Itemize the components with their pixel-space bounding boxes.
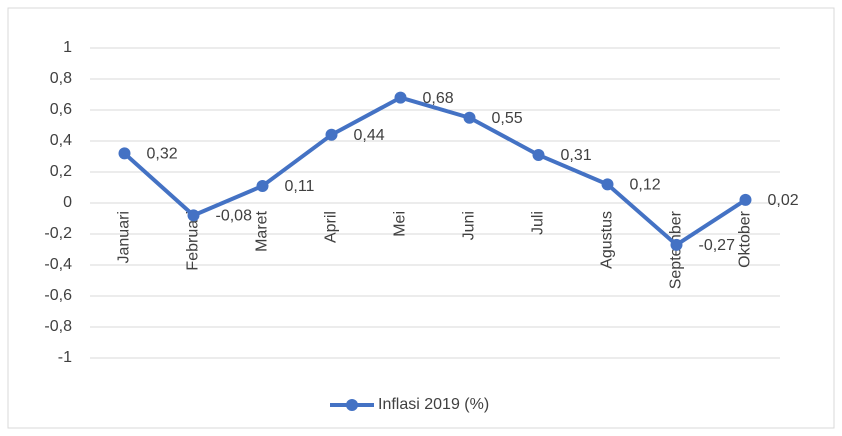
y-tick-label: -1: [58, 349, 72, 366]
x-tick-label: April: [323, 211, 340, 243]
data-point: [463, 111, 476, 124]
y-tick-label: -0,4: [44, 256, 72, 273]
data-label: 0,31: [561, 147, 592, 164]
x-tick-label: Maret: [254, 210, 271, 251]
data-point: [532, 148, 545, 161]
data-label: 0,12: [630, 177, 661, 194]
data-label: 0,68: [423, 90, 454, 107]
x-tick-label: Oktober: [737, 210, 754, 268]
y-tick-label: -0,6: [44, 287, 72, 304]
data-label: 0,55: [492, 110, 523, 127]
data-label: 0,32: [147, 146, 178, 163]
data-point: [118, 147, 131, 160]
data-label: 0,11: [285, 178, 315, 195]
y-tick-label: 0,6: [50, 101, 72, 118]
y-tick-label: -0,2: [44, 225, 72, 242]
data-label: 0,44: [354, 127, 385, 144]
x-tick-label: Juni: [461, 211, 478, 240]
data-point: [670, 238, 683, 251]
x-tick-label: Juli: [530, 211, 547, 235]
data-point: [739, 193, 752, 206]
y-tick-label: 0,2: [50, 163, 72, 180]
data-point: [394, 91, 407, 104]
y-tick-label: 1: [63, 39, 72, 56]
x-tick-label: Agustus: [599, 211, 616, 269]
x-tick-label: Januari: [116, 211, 133, 263]
y-tick-label: -0,8: [44, 318, 72, 335]
x-tick-label: Mei: [392, 211, 409, 237]
data-point: [601, 178, 614, 191]
legend-label: Inflasi 2019 (%): [378, 396, 489, 413]
data-point: [187, 209, 200, 222]
data-label: -0,08: [216, 208, 253, 225]
series-line: [123, 95, 747, 247]
y-tick-label: 0,8: [50, 70, 72, 87]
data-point: [256, 179, 269, 192]
y-tick-label: 0,4: [50, 132, 72, 149]
legend-marker: [346, 399, 358, 411]
data-label: -0,27: [699, 237, 736, 254]
y-tick-label: 0: [63, 194, 72, 211]
data-label: 0,02: [768, 192, 799, 209]
data-point: [325, 128, 338, 141]
x-tick-label: Februari: [185, 211, 202, 271]
